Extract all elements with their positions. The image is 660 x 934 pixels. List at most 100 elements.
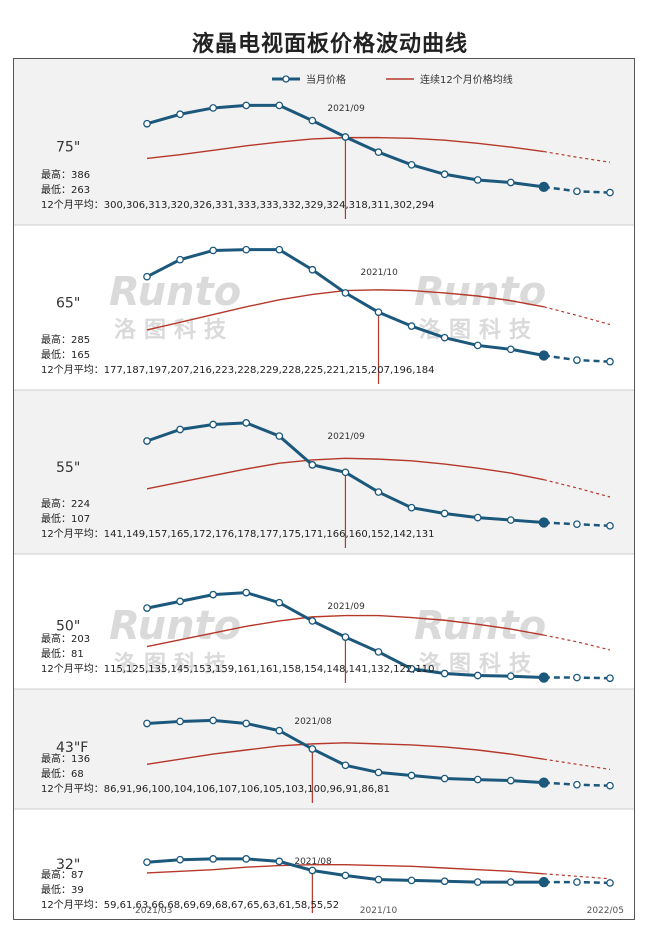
data-point [308,116,317,125]
data-point [473,878,482,886]
data-point [341,133,350,141]
marker-label-3: 2021/09 [327,602,365,612]
data-point [573,878,581,886]
chart-frame: 2021/09 75" 最高：386 最低：263 12个月平均：300,306,313… [13,58,635,920]
data-point [308,745,317,753]
data-point [176,425,184,434]
data-point [242,419,251,427]
watermark-logo: Runto [414,603,546,649]
stat-high-1: 最高：285 [41,333,90,346]
data-point [341,871,350,880]
avg-forecast-line-3 [543,634,611,651]
stat-avg-3: 12个月平均：115,125,135,145,153,159,161,161,1… [41,663,435,675]
data-point [606,674,614,683]
data-point [176,110,184,119]
data-point [440,774,449,783]
data-point [242,719,251,728]
marker-label-4: 2021/08 [294,717,332,727]
data-point [440,509,449,518]
data-point [143,119,151,128]
watermark-logo: Runto [109,603,241,649]
data-point [606,781,614,790]
stat-high-0: 最高：386 [41,168,90,181]
data-point [506,516,515,524]
panel-background-1 [14,225,634,390]
data-point [308,866,317,875]
marker-label-0: 2021/09 [327,104,365,114]
data-point [573,520,581,529]
data-point [209,855,217,863]
data-point [341,761,350,770]
data-point [473,513,482,522]
data-point [506,672,515,681]
data-point [538,350,550,361]
data-point [407,322,416,330]
data-point [308,265,317,274]
stat-low-4: 最低：68 [41,767,84,780]
data-point [242,588,251,597]
avg-line-2 [146,457,544,490]
data-point [440,170,449,179]
watermark-logo: Runto [109,269,241,315]
data-point [506,878,515,886]
data-point [473,775,482,784]
x-tick-label: 2022/05 [587,906,624,916]
stat-avg-0: 12个月平均：300,306,313,320,326,331,333,333,3… [41,199,435,211]
stat-low-5: 最低：39 [41,883,84,896]
data-point [538,672,550,683]
data-point [341,289,350,297]
data-point [506,776,515,785]
marker-label-5: 2021/08 [294,857,332,867]
panel-size-label-4: 43"F [56,740,88,756]
data-point [143,858,151,867]
data-point [176,255,184,264]
data-point [143,604,151,612]
data-point [538,876,550,888]
avg-forecast-line-2 [543,479,611,498]
stat-avg-4: 12个月平均：86,91,96,100,104,106,107,106,105,… [41,783,390,795]
data-point [242,101,251,110]
data-point [473,671,482,680]
data-point [440,333,449,342]
stat-high-5: 最高：87 [41,868,84,881]
data-point [374,875,383,884]
data-point [538,517,550,528]
data-point [242,855,251,863]
avg-forecast-line-4 [543,758,611,770]
data-point [176,597,184,606]
data-point [606,357,614,366]
data-point [407,664,416,673]
data-point [209,716,217,725]
panel-background-0 [14,59,634,225]
stat-high-3: 最高：203 [41,632,90,645]
data-point [374,768,383,777]
panel-size-label-5: 32" [56,857,80,873]
x-tick-label: 2021/10 [360,906,398,916]
marker-label-2: 2021/09 [327,432,365,442]
panel-background-4 [14,689,634,809]
data-point [506,345,515,354]
data-point [242,245,251,254]
legend-avg-label: 连续12个月价格均线 [420,73,513,86]
data-point [374,648,383,656]
data-point [209,420,217,429]
panel-size-label-0: 75" [56,139,80,155]
data-point [308,617,317,625]
data-point [407,160,416,169]
data-point [275,726,284,735]
data-point [473,176,482,184]
data-point [407,503,416,512]
panel-background-3 [14,554,634,689]
data-point [143,719,151,728]
stat-avg-2: 12个月平均：141,149,157,165,172,176,178,177,1… [41,528,435,540]
data-point [275,598,284,607]
data-point [209,590,217,599]
avg-line-4 [146,742,544,765]
stat-avg-1: 12个月平均：177,187,197,207,216,223,228,229,2… [41,364,435,376]
data-point [538,777,550,788]
data-point [407,876,416,885]
avg-line-3 [146,614,544,648]
stat-low-1: 最低：165 [41,348,90,361]
data-point [374,148,383,157]
data-point [176,855,184,864]
